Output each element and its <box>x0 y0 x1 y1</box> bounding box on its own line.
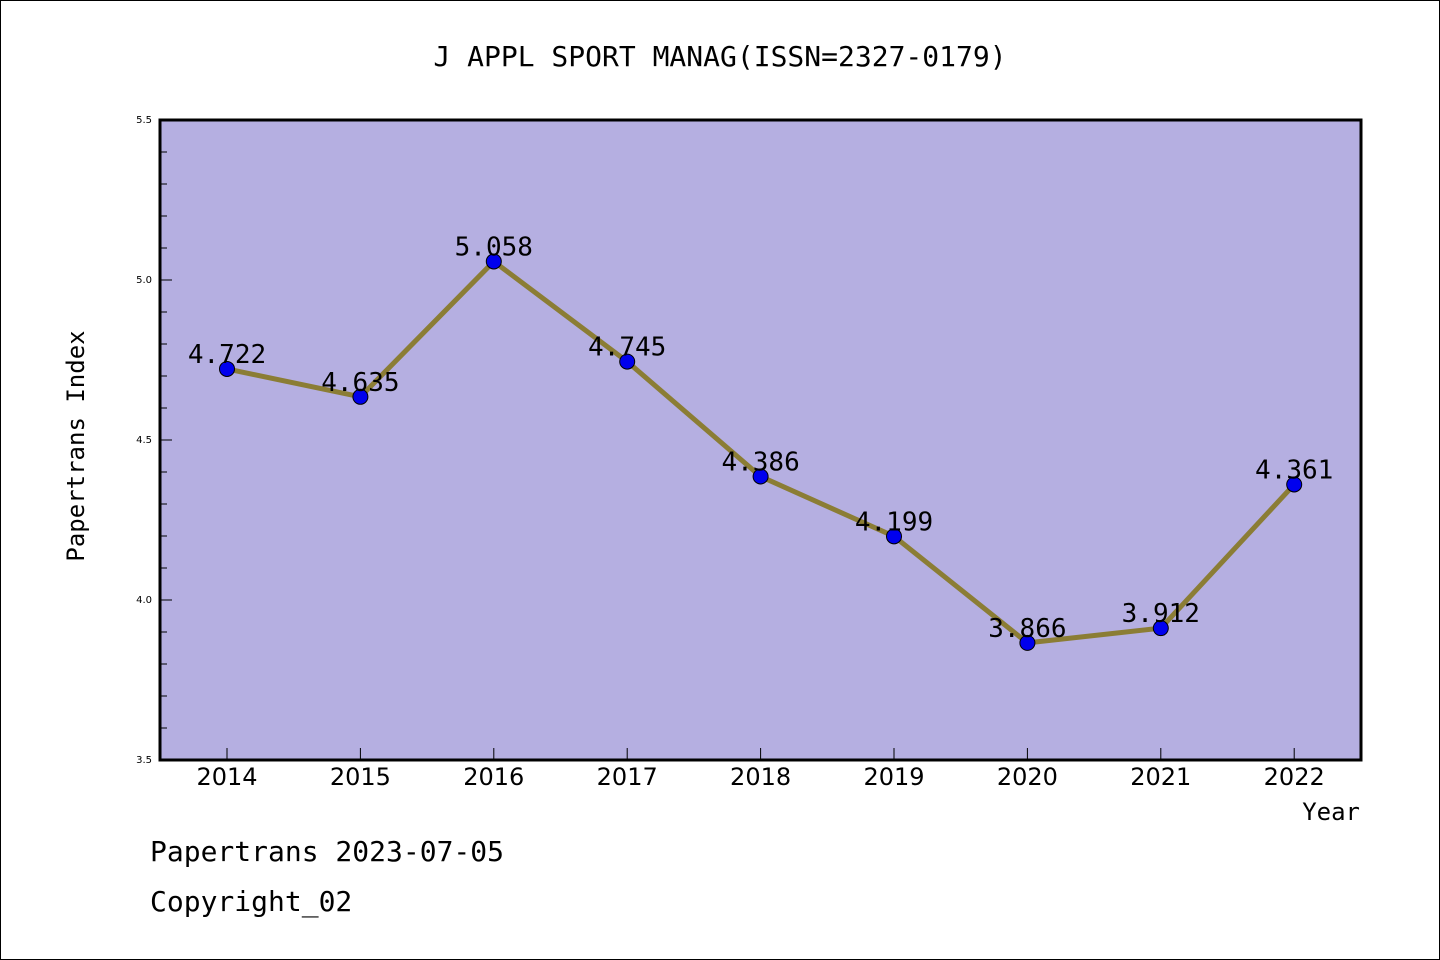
data-label: 4.745 <box>588 333 666 363</box>
data-point <box>1019 634 1036 651</box>
x-tick-label: 2015 <box>330 763 391 791</box>
data-label: 5.058 <box>455 232 533 262</box>
x-axis: 2014 2015 2016 2017 2018 2019 2020 2021 2022 <box>196 748 1325 791</box>
data-label: 3.912 <box>1122 599 1200 629</box>
data-label: 4.635 <box>321 368 399 398</box>
x-tick-label: 2018 <box>730 763 791 791</box>
series-layer: 4.722 4.635 5.058 4.745 4.386 4.199 3.866 3.912… <box>188 232 1333 651</box>
x-tick-label: 2020 <box>997 763 1058 791</box>
plot-area <box>158 118 1363 762</box>
x-tick-label: 2021 <box>1130 763 1191 791</box>
data-label: 4.722 <box>188 340 266 370</box>
x-tick-label: 2019 <box>863 763 924 791</box>
data-point <box>619 353 636 370</box>
x-tick-label: 2017 <box>597 763 658 791</box>
x-tick-label: 2022 <box>1264 763 1325 791</box>
footer-copyright: Copyright_02 <box>150 885 353 918</box>
data-point <box>485 253 502 270</box>
data-point <box>1286 476 1303 493</box>
x-axis-label: Year <box>1302 798 1360 826</box>
y-tick-label: 4.5 <box>136 435 152 446</box>
x-tick-label: 2016 <box>463 763 524 791</box>
y-tick-label: 4.0 <box>136 595 152 606</box>
data-point <box>352 388 369 405</box>
chart-title: J APPL SPORT MANAG(ISSN=2327-0179) <box>433 40 1006 73</box>
data-point <box>886 528 902 545</box>
data-point <box>1152 620 1169 637</box>
data-label: 4.361 <box>1255 455 1333 485</box>
y-tick-label: 5.0 <box>136 275 152 286</box>
y-axis-label: Papertrans Index <box>62 330 90 561</box>
footer-date: Papertrans 2023-07-05 <box>150 835 505 868</box>
y-axis: 3.5 4.0 4.5 5.0 5.5 <box>136 115 172 766</box>
data-label: 3.866 <box>988 614 1066 644</box>
data-point <box>219 360 235 377</box>
y-tick-label: 3.5 <box>136 755 152 766</box>
data-label: 4.386 <box>721 447 799 477</box>
data-point <box>752 468 769 485</box>
x-tick-label: 2014 <box>196 763 257 791</box>
y-tick-label: 5.5 <box>136 115 152 126</box>
data-label: 4.199 <box>855 507 933 537</box>
